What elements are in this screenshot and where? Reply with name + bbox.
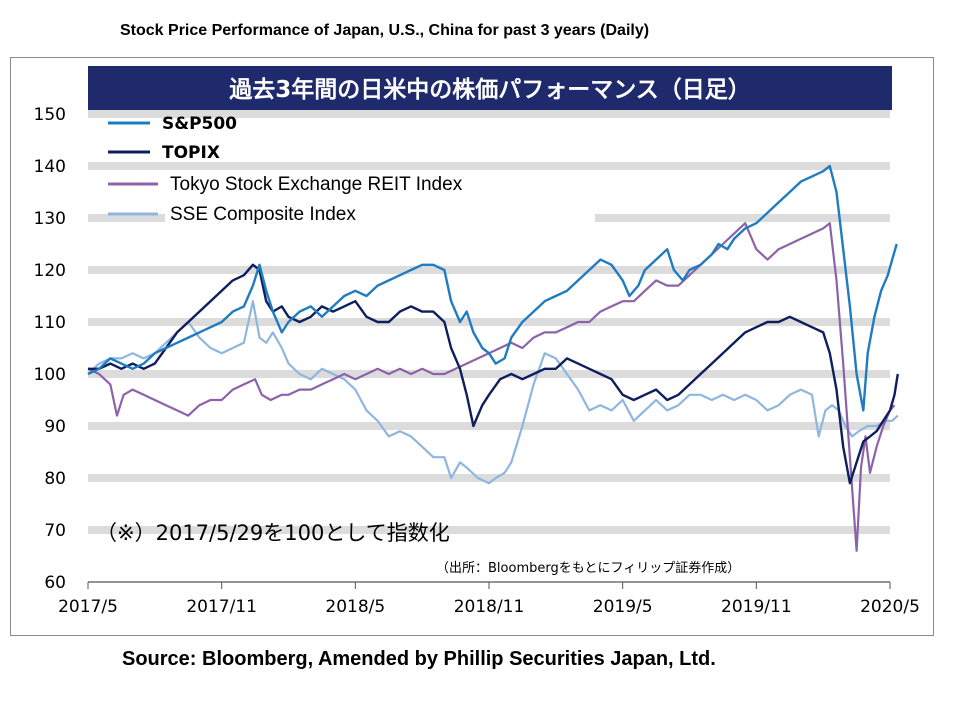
x-tick-label: 2018/5 [325,597,385,617]
x-tick-label: 2019/11 [721,597,792,617]
y-tick-label: 120 [34,261,66,281]
y-tick-label: 100 [34,365,66,385]
y-tick-label: 130 [34,209,66,229]
x-tick-label: 2017/5 [58,597,118,617]
legend-label-topix: TOPIX [162,143,220,163]
series-line-sse [87,300,899,485]
y-tick-label: 90 [44,417,66,437]
grid-band [88,162,890,170]
y-tick-label: 110 [34,313,66,333]
x-tick-label: 2020/5 [860,597,920,617]
y-tick-label: 80 [44,469,66,489]
x-tick-label: 2019/5 [593,597,653,617]
y-tick-label: 150 [34,105,66,125]
y-tick-label: 70 [44,521,66,541]
grid-band [88,422,890,430]
chart-frame [10,57,934,636]
series-line-topix [88,263,899,485]
page-title: Stock Price Performance of Japan, U.S., … [120,22,650,39]
x-tick-label: 2017/11 [186,597,257,617]
grid-band [88,370,890,378]
legend-label-sse: SSE Composite Index [170,204,356,225]
y-tick-label: 140 [34,157,66,177]
series-line-sp500 [87,164,898,412]
grid-band [88,526,890,534]
grid-band [88,318,890,326]
legend-label-reit: Tokyo Stock Exchange REIT Index [170,174,463,195]
grid-band [88,110,890,118]
chart-title: 過去3年間の日米中の株価パフォーマンス（日足） [229,76,751,103]
index-note: （※）2017/5/29を100として指数化 [96,521,450,545]
chart-title-banner [88,66,892,110]
data-credit: （出所：Bloombergをもとにフィリップ証券作成） [436,560,740,576]
grid-band [88,474,890,482]
x-tick-label: 2018/11 [454,597,525,617]
legend-backdrop [165,176,595,232]
y-tick-label: 60 [44,573,66,593]
series-line-reit [87,222,896,552]
source-note: Source: Bloomberg, Amended by Phillip Se… [122,648,716,670]
grid-band [88,266,890,274]
legend-label-sp500: S&P500 [162,114,237,134]
